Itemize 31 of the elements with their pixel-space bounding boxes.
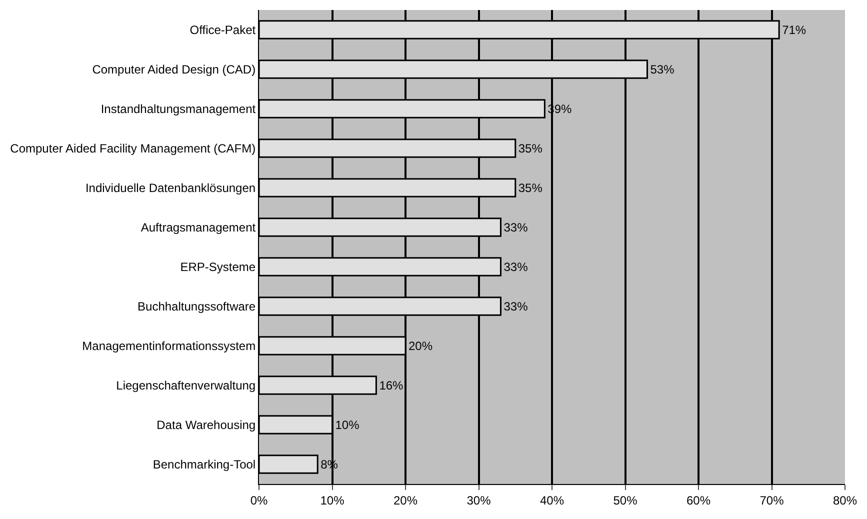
y-tick-label: Liegenschaftenverwaltung xyxy=(116,378,256,392)
data-label: 16% xyxy=(379,378,404,392)
x-tick-label: 40% xyxy=(540,493,564,508)
x-tick-label: 0% xyxy=(250,493,268,508)
y-tick-label: Managementinformationssystem xyxy=(82,338,256,353)
data-label: 35% xyxy=(518,180,543,195)
y-tick-label: Computer Aided Facility Management (CAFM) xyxy=(10,141,256,156)
data-label: 35% xyxy=(518,141,543,156)
y-tick-label: Office-Paket xyxy=(190,22,256,37)
y-tick-label: Computer Aided Design (CAD) xyxy=(92,62,256,76)
y-tick-label: Instandhaltungsmanagement xyxy=(100,102,256,116)
y-tick-label: Buchhaltungssoftware xyxy=(138,299,256,314)
y-tick-label: Individuelle Datenbanklösungen xyxy=(85,180,256,195)
y-tick-label: ERP-Systeme xyxy=(180,260,256,274)
x-tick-label: 20% xyxy=(393,493,418,508)
x-tick-label: 60% xyxy=(686,493,711,508)
data-label: 33% xyxy=(504,299,528,314)
y-tick-label: Benchmarking-Tool xyxy=(152,457,256,472)
data-label: 33% xyxy=(504,220,528,234)
x-tick-label: 80% xyxy=(832,493,858,508)
x-tick-label: 30% xyxy=(466,493,492,508)
data-label: 71% xyxy=(782,22,806,37)
data-label: 33% xyxy=(504,260,528,274)
data-label: 20% xyxy=(408,338,433,353)
y-tick-label: Auftragsmanagement xyxy=(140,220,256,234)
y-tick-label: Data Warehousing xyxy=(156,418,256,432)
x-tick-label: 50% xyxy=(613,493,638,508)
x-tick-label: 70% xyxy=(760,493,784,508)
data-label: 53% xyxy=(650,62,675,76)
x-tick-label: 10% xyxy=(320,493,345,508)
data-label: 10% xyxy=(335,418,360,432)
